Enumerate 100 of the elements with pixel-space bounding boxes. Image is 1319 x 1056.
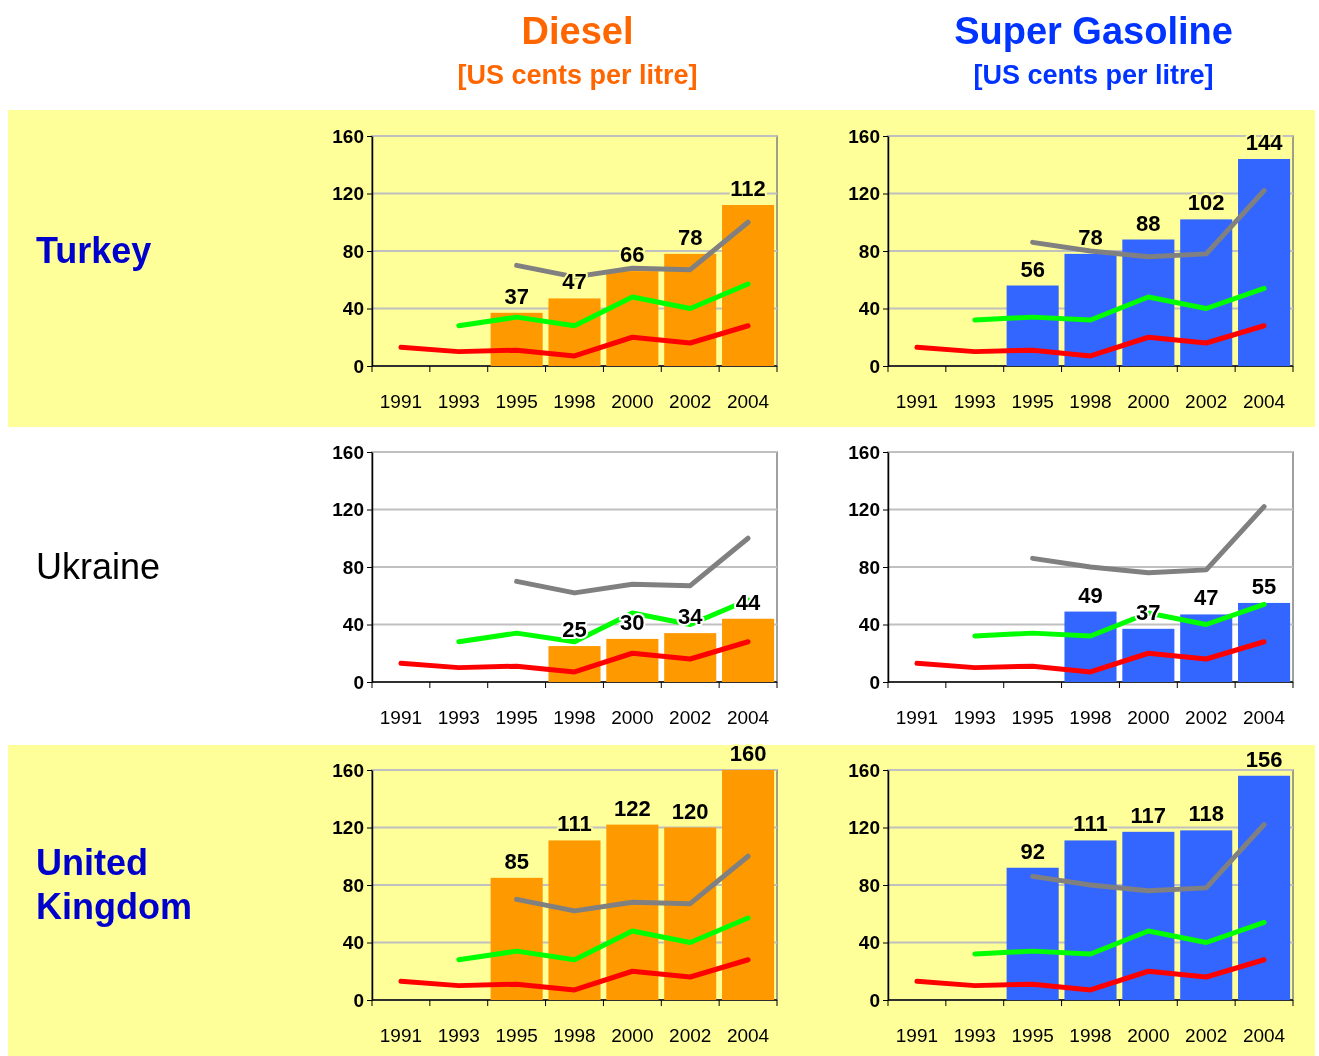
x-tick-label: 1995	[1011, 1025, 1054, 1046]
bar	[1064, 253, 1117, 366]
x-tick-label: 2002	[1185, 707, 1228, 728]
x-tick-label: 2002	[669, 391, 712, 412]
data-label: 25	[562, 617, 587, 643]
x-tick-label: 2004	[1242, 707, 1286, 728]
data-label: 66	[620, 242, 645, 268]
data-label: 88	[1136, 210, 1161, 236]
x-tick-label: 2004	[726, 707, 770, 728]
data-label: 118	[1188, 801, 1224, 827]
data-label: 47	[562, 269, 587, 295]
data-label: 55	[1251, 573, 1277, 599]
bar	[722, 205, 775, 366]
bar	[1006, 867, 1059, 1000]
y-tick-label: 80	[858, 874, 880, 896]
y-tick-label: 0	[353, 989, 364, 1011]
x-tick-label: 2004	[1242, 1025, 1286, 1046]
x-tick-label: 2000	[1127, 1025, 1170, 1046]
x-tick-label: 2002	[1185, 391, 1228, 412]
y-tick-label: 160	[332, 759, 364, 781]
x-tick-label: 1998	[1069, 707, 1112, 728]
bar	[1180, 830, 1233, 1000]
y-tick-label: 160	[848, 125, 880, 147]
x-tick-label: 2000	[611, 707, 654, 728]
data-label: 78	[1078, 224, 1103, 250]
x-tick-label: 1993	[953, 707, 996, 728]
data-label: 102	[1187, 190, 1225, 216]
data-label: 122	[614, 795, 651, 821]
x-tick-label: 1991	[379, 1025, 423, 1046]
data-label: 37	[504, 283, 529, 309]
y-tick-label: 160	[332, 441, 364, 463]
bar	[548, 840, 601, 1000]
y-tick-label: 120	[332, 183, 364, 205]
y-tick-label: 0	[353, 671, 364, 693]
data-label: 160	[729, 741, 767, 766]
y-tick-label: 160	[332, 125, 364, 147]
x-tick-label: 2000	[611, 1025, 654, 1046]
y-axis-title: Turkey	[36, 230, 152, 271]
chart-title: Super Gasoline	[954, 10, 1233, 52]
x-tick-label: 2000	[1127, 707, 1170, 728]
data-label: 111	[557, 811, 592, 837]
x-tick-label: 2000	[611, 391, 654, 412]
y-tick-label: 40	[858, 298, 880, 320]
y-tick-label: 120	[332, 499, 364, 521]
y-tick-label: 80	[858, 556, 880, 578]
data-label: 47	[1193, 585, 1219, 611]
x-tick-label: 2002	[669, 1025, 712, 1046]
y-tick-label: 40	[858, 932, 880, 954]
y-tick-label: 0	[869, 989, 880, 1011]
x-tick-label: 1995	[1011, 391, 1054, 412]
x-tick-label: 2004	[726, 391, 770, 412]
chart-subtitle: [US cents per litre]	[457, 60, 698, 90]
y-tick-label: 160	[848, 759, 880, 781]
y-tick-label: 80	[342, 240, 364, 262]
y-tick-label: 120	[848, 817, 880, 839]
bar	[1122, 628, 1175, 682]
data-label: 49	[1078, 582, 1103, 608]
bar	[1064, 840, 1117, 1000]
x-tick-label: 2000	[1127, 391, 1170, 412]
x-tick-label: 1998	[553, 391, 596, 412]
y-tick-label: 40	[342, 298, 364, 320]
x-tick-label: 2004	[726, 1025, 770, 1046]
y-tick-label: 160	[848, 441, 880, 463]
x-tick-label: 1998	[553, 707, 596, 728]
data-label: 111	[1073, 811, 1108, 837]
x-tick-label: 1998	[553, 1025, 596, 1046]
y-tick-label: 120	[848, 183, 880, 205]
y-tick-label: 0	[869, 355, 880, 377]
x-tick-label: 1993	[437, 707, 480, 728]
x-tick-label: 1991	[379, 391, 423, 412]
y-tick-label: 0	[869, 671, 880, 693]
x-tick-label: 1993	[437, 1025, 480, 1046]
x-tick-label: 1991	[895, 707, 939, 728]
data-label: 117	[1130, 802, 1167, 828]
data-label: 85	[504, 848, 529, 874]
bar	[722, 770, 775, 1000]
y-tick-label: 0	[353, 355, 364, 377]
x-tick-label: 2004	[1242, 391, 1286, 412]
data-label: 112	[730, 176, 766, 201]
y-tick-label: 120	[848, 499, 880, 521]
data-label: 120	[671, 798, 709, 824]
x-tick-label: 1998	[1069, 1025, 1112, 1046]
y-tick-label: 80	[342, 874, 364, 896]
y-axis-title: United Kingdom	[36, 842, 192, 927]
y-tick-label: 80	[858, 240, 880, 262]
x-tick-label: 1991	[895, 1025, 939, 1046]
y-tick-label: 80	[342, 556, 364, 578]
x-tick-label: 1995	[1011, 707, 1054, 728]
y-tick-label: 40	[858, 614, 880, 636]
chart-subtitle: [US cents per litre]	[973, 60, 1214, 90]
bar	[606, 824, 659, 1000]
x-tick-label: 1993	[953, 391, 996, 412]
x-tick-label: 1993	[953, 1025, 996, 1046]
data-label: 156	[1245, 746, 1283, 772]
bar	[722, 618, 775, 682]
bar	[1238, 602, 1291, 682]
x-tick-label: 2002	[669, 707, 712, 728]
bar	[1122, 831, 1175, 1000]
x-tick-label: 1993	[437, 391, 480, 412]
data-label: 78	[677, 224, 703, 250]
